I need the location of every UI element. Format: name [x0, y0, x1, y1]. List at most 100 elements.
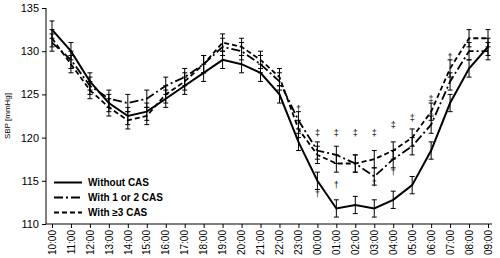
x-tick: 14:00 — [123, 224, 134, 255]
x-tick-mark — [412, 224, 413, 228]
error-bar-cap — [410, 193, 415, 194]
error-bar-cap — [239, 38, 244, 39]
error-bar-cap — [353, 154, 358, 155]
x-tick-mark — [261, 224, 262, 228]
error-bar-cap — [372, 199, 377, 200]
x-tick-mark — [109, 224, 110, 228]
x-tick-mark — [71, 224, 72, 228]
error-bar-cap — [163, 85, 168, 86]
error-bar-cap — [239, 55, 244, 56]
error-bar-cap — [163, 77, 168, 78]
error-bar-cap — [258, 68, 263, 69]
error-bar-cap — [87, 72, 92, 73]
x-tick-label: 19:00 — [217, 230, 228, 255]
x-tick-label: 00:00 — [312, 230, 323, 255]
error-bar-cap — [315, 172, 320, 173]
y-tick: 135 — [21, 2, 46, 14]
y-tick: 125 — [21, 88, 46, 100]
error-bar-cap — [448, 77, 453, 78]
annotation: ‡ — [410, 113, 415, 123]
x-tick: 22:00 — [274, 224, 285, 255]
error-bar-cap — [258, 51, 263, 52]
error-bar-cap — [277, 103, 282, 104]
x-tick: 20:00 — [236, 224, 247, 255]
x-tick: 08:00 — [464, 224, 475, 255]
error-bar-cap — [68, 72, 73, 73]
error-bar-cap — [144, 124, 149, 125]
annotation: † — [372, 178, 377, 188]
x-tick-label: 06:00 — [426, 230, 437, 255]
error-bar-cap — [410, 154, 415, 155]
error-bar-cap — [486, 29, 491, 30]
error-bar-cap — [258, 72, 263, 73]
error-bar-cap — [448, 90, 453, 91]
x-tick-mark — [317, 224, 318, 228]
error-bar-cap — [467, 77, 472, 78]
x-tick-mark — [469, 224, 470, 228]
legend-label: With 1 or 2 CAS — [88, 192, 163, 203]
error-bar-cap — [353, 213, 358, 214]
x-tick: 10:00 — [47, 224, 58, 255]
error-bar-cap — [448, 94, 453, 95]
error-bar-cap — [144, 90, 149, 91]
x-tick: 16:00 — [160, 224, 171, 255]
annotation: ‡ — [334, 128, 339, 138]
error-bar-cap — [334, 172, 339, 173]
error-bar-cap — [182, 68, 187, 69]
x-tick-mark — [90, 224, 91, 228]
error-bar-cap — [125, 111, 130, 112]
error-bar-cap — [239, 55, 244, 56]
error-bar-cap — [125, 128, 130, 129]
x-tick: 21:00 — [255, 224, 266, 255]
error-bar-cap — [467, 29, 472, 30]
error-bar-cap — [334, 154, 339, 155]
error-bar-cap — [391, 159, 396, 160]
error-bar-cap — [372, 150, 377, 151]
error-bar-cap — [353, 154, 358, 155]
x-tick: 09:00 — [483, 224, 494, 255]
x-tick: 06:00 — [426, 224, 437, 255]
error-bar-cap — [334, 199, 339, 200]
x-tick-label: 11:00 — [66, 230, 77, 255]
error-bar-cap — [372, 217, 377, 218]
legend-item: Without CAS — [54, 177, 149, 188]
error-bar-cap — [201, 72, 206, 73]
error-bar-cap — [258, 81, 263, 82]
x-axis-line — [46, 224, 492, 225]
legend: Without CASWith 1 or 2 CASWith ≥3 CAS — [54, 177, 163, 218]
x-tick-mark — [242, 224, 243, 228]
error-bar-cap — [429, 141, 434, 142]
x-tick-label: 14:00 — [123, 230, 134, 255]
y-tick-label: 120 — [21, 132, 39, 144]
error-bar-cap — [239, 72, 244, 73]
y-tick-mark — [42, 94, 46, 95]
error-bar-cap — [50, 20, 55, 21]
y-axis-title: SBP [mmHg] — [3, 93, 12, 139]
x-tick: 01:00 — [331, 224, 342, 255]
x-tick: 12:00 — [85, 224, 96, 255]
x-tick-mark — [166, 224, 167, 228]
error-bar-cap — [467, 59, 472, 60]
y-tick-mark — [42, 138, 46, 139]
annotation: † — [391, 167, 396, 177]
error-bar — [182, 73, 187, 90]
x-axis: 10:0011:0012:0013:0014:0015:0016:0017:00… — [46, 224, 494, 255]
error-bar-cap — [391, 141, 396, 142]
error-bar-cap — [125, 94, 130, 95]
error-bar-cap — [220, 68, 225, 69]
error-bar-cap — [163, 107, 168, 108]
annotation: ‡ — [353, 128, 358, 138]
error-bar-cap — [410, 146, 415, 147]
x-tick-mark — [393, 224, 394, 228]
y-tick-label: 135 — [21, 2, 39, 14]
x-tick-mark — [147, 224, 148, 228]
annotation: ‡ — [429, 94, 434, 104]
x-tick-mark — [52, 224, 53, 228]
x-tick-mark — [488, 224, 489, 228]
legend-label: Without CAS — [88, 177, 149, 188]
x-tick-label: 10:00 — [47, 230, 58, 255]
annotation: ‡ — [372, 128, 377, 138]
y-tick: 120 — [21, 132, 46, 144]
x-tick: 05:00 — [407, 224, 418, 255]
error-bar-cap — [68, 42, 73, 43]
